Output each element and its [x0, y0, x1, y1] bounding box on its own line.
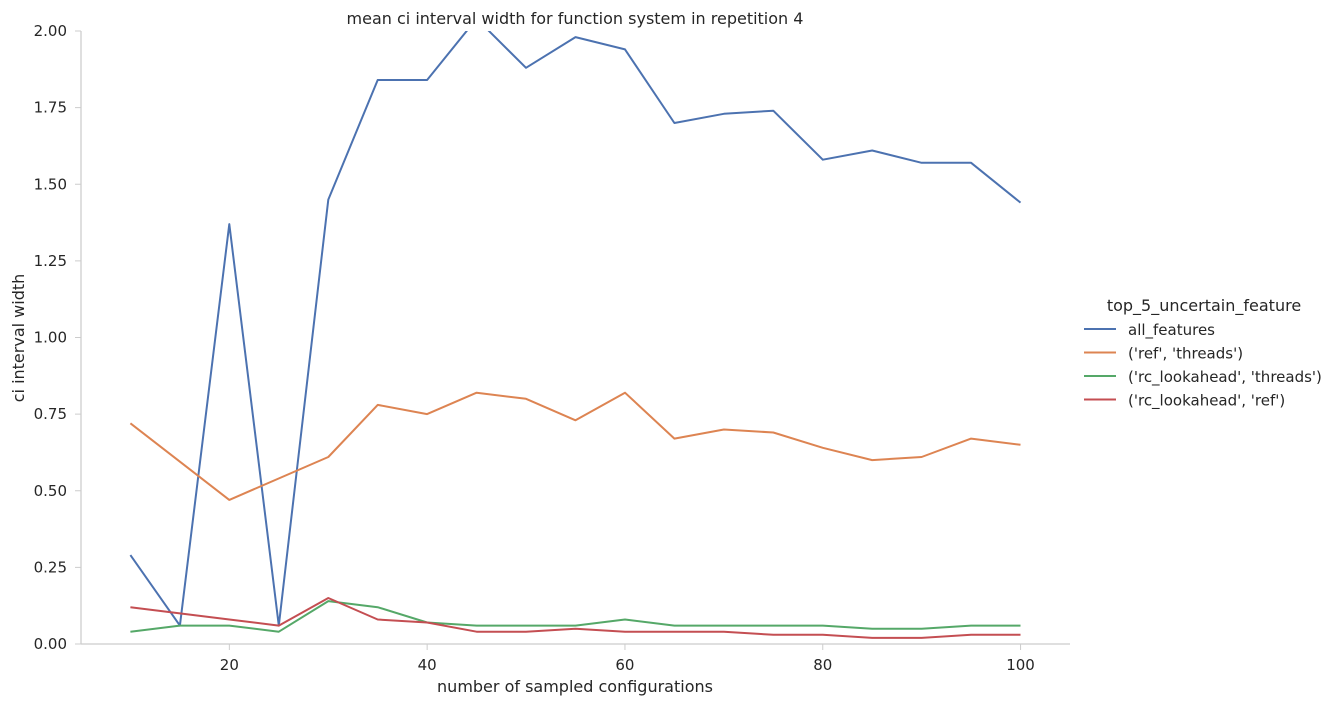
y-tick-label: 0.50 — [34, 482, 67, 500]
series-line-1 — [129, 391, 1021, 501]
y-tick-label: 1.50 — [34, 175, 67, 193]
y-tick-label: 1.25 — [34, 252, 67, 270]
x-tick-label: 60 — [615, 656, 634, 674]
y-tick-label: 0.25 — [34, 558, 67, 576]
y-tick-label: 0.00 — [34, 635, 67, 653]
x-tick-labels: 20 40 60 80 100 — [220, 644, 1035, 674]
y-tick-label: 2.00 — [34, 22, 67, 40]
x-tick-label: 40 — [418, 656, 437, 674]
y-tick-label: 0.75 — [34, 405, 67, 423]
y-axis-label: ci interval width — [9, 274, 28, 403]
series-line-2 — [130, 600, 1021, 633]
series-line-0 — [129, 31, 1022, 627]
legend-title: top_5_uncertain_feature — [1107, 296, 1301, 316]
chart-title: mean ci interval width for function syst… — [347, 9, 804, 28]
legend: top_5_uncertain_feature all_features ('re… — [1084, 296, 1322, 411]
x-tick-label: 80 — [813, 656, 832, 674]
series-line-3 — [130, 597, 1021, 639]
y-tick-labels: 0.00 0.25 0.50 0.75 1.00 1.25 1.50 1.75 2.00 — [34, 22, 81, 653]
legend-label: all_features — [1128, 321, 1215, 340]
legend-label: ('ref', 'threads') — [1128, 345, 1243, 363]
x-tick-label: 20 — [220, 656, 239, 674]
x-axis-label: number of sampled configurations — [437, 677, 713, 696]
legend-label: ('rc_lookahead', 'ref') — [1128, 392, 1285, 411]
plot-area — [129, 31, 1022, 639]
legend-label: ('rc_lookahead', 'threads') — [1128, 368, 1322, 387]
y-tick-label: 1.75 — [34, 99, 67, 117]
x-tick-label: 100 — [1006, 656, 1035, 674]
y-tick-label: 1.00 — [34, 329, 67, 347]
